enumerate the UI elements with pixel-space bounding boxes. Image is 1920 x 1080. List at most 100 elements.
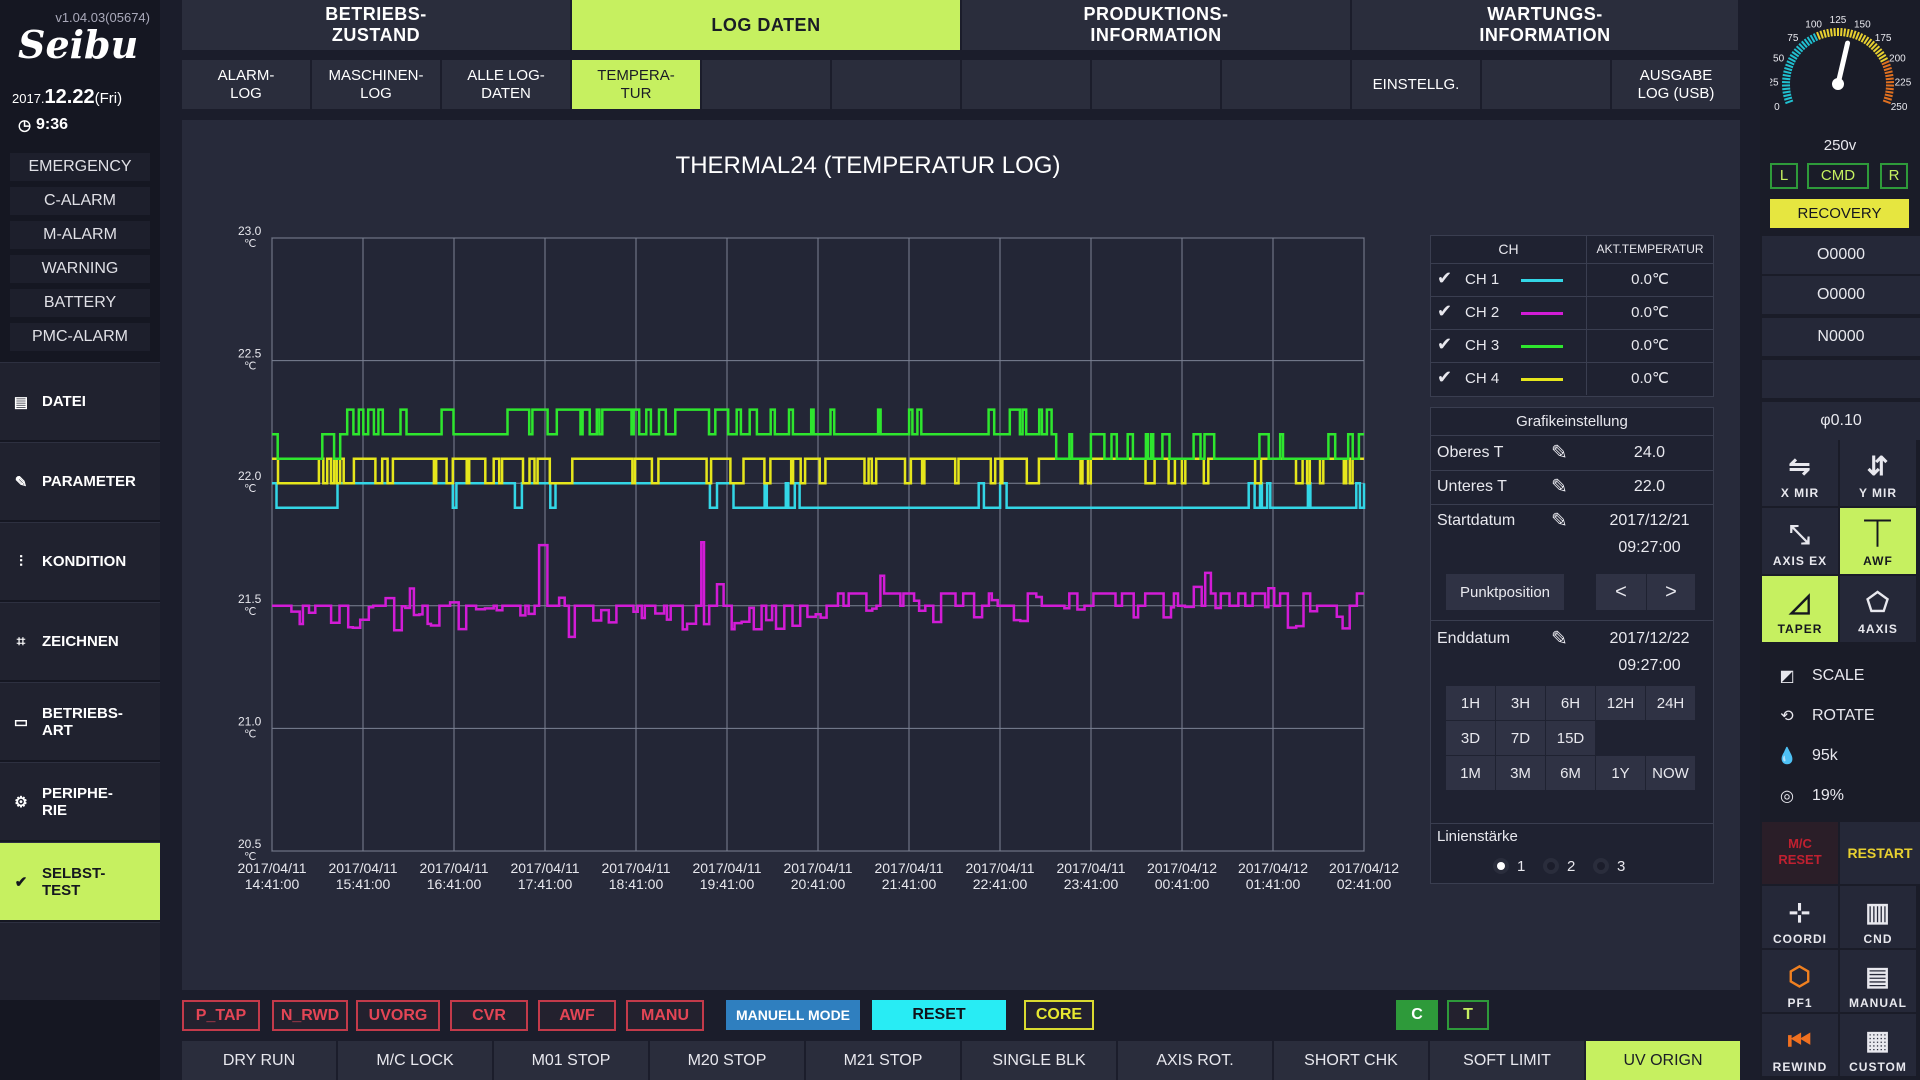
status-manu[interactable]: MANU: [626, 1000, 704, 1031]
function-m20-stop[interactable]: M20 STOP: [650, 1041, 804, 1080]
reset-button[interactable]: RESET: [872, 1000, 1006, 1030]
edit-start-icon[interactable]: ✎: [1551, 510, 1568, 532]
edit-end-icon[interactable]: ✎: [1551, 628, 1568, 650]
recovery-button[interactable]: RECOVERY: [1770, 199, 1909, 228]
sub-tab-10[interactable]: [1482, 60, 1610, 109]
checkbox-checked-icon[interactable]: ✔: [1437, 268, 1453, 288]
tool-manual[interactable]: ▤ MANUAL: [1840, 950, 1916, 1012]
range-button-1m[interactable]: 1M: [1446, 756, 1495, 790]
range-button-3h[interactable]: 3H: [1496, 686, 1545, 720]
function-short-chk[interactable]: SHORT CHK: [1274, 1041, 1428, 1080]
channel-row[interactable]: ✔ CH 4 0.0℃: [1431, 362, 1713, 395]
range-button-15d[interactable]: 15D: [1546, 721, 1595, 755]
sub-tab-2[interactable]: ALLE LOG- DATEN: [442, 60, 570, 109]
function-uv-orign[interactable]: UV ORIGN: [1586, 1041, 1740, 1080]
sub-tab-4[interactable]: [702, 60, 830, 109]
tool-coordi[interactable]: ⊹ COORDI: [1762, 886, 1838, 948]
function-single-blk[interactable]: SINGLE BLK: [962, 1041, 1116, 1080]
status-awf[interactable]: AWF: [538, 1000, 616, 1031]
line-width-option-1[interactable]: 1: [1493, 856, 1525, 876]
function-soft-limit[interactable]: SOFT LIMIT: [1430, 1041, 1584, 1080]
radio-icon[interactable]: [1543, 858, 1559, 874]
radio-dot: [1597, 862, 1605, 870]
tool-y-mir[interactable]: ⇵ Y MIR: [1840, 440, 1916, 506]
function-axis-rot-[interactable]: AXIS ROT.: [1118, 1041, 1272, 1080]
edit-lower-icon[interactable]: ✎: [1551, 476, 1568, 498]
nav-parameter[interactable]: ✎ PARAMETER: [0, 442, 160, 520]
tool-axis-ex[interactable]: ⤡ AXIS EX: [1762, 508, 1838, 574]
tool-pf1[interactable]: ⬡ PF1: [1762, 950, 1838, 1012]
checkbox-checked-icon[interactable]: ✔: [1437, 301, 1453, 321]
checkbox-checked-icon[interactable]: ✔: [1437, 334, 1453, 354]
rotate-row[interactable]: ⟲ ROTATE: [1762, 698, 1920, 734]
range-button-1y[interactable]: 1Y: [1596, 756, 1645, 790]
tool-cnd[interactable]: ▥ CND: [1840, 886, 1916, 948]
edit-upper-icon[interactable]: ✎: [1551, 442, 1568, 464]
tool-custom[interactable]: ▦ CUSTOM: [1840, 1014, 1916, 1076]
nav-zeichnen[interactable]: ⌗ ZEICHNEN: [0, 602, 160, 680]
status-cvr[interactable]: CVR: [450, 1000, 528, 1031]
range-button-24h[interactable]: 24H: [1646, 686, 1695, 720]
status-n_rwd[interactable]: N_RWD: [272, 1000, 348, 1031]
range-button-now[interactable]: NOW: [1646, 756, 1695, 790]
function-dry-run[interactable]: DRY RUN: [182, 1041, 336, 1080]
function-m21-stop[interactable]: M21 STOP: [806, 1041, 960, 1080]
checkbox-checked-icon[interactable]: ✔: [1437, 367, 1453, 387]
range-button-1h[interactable]: 1H: [1446, 686, 1495, 720]
top-tab-0[interactable]: BETRIEBS- ZUSTAND: [182, 0, 570, 50]
nav-datei[interactable]: ▤ DATEI: [0, 362, 160, 440]
l-button[interactable]: L: [1770, 163, 1798, 189]
sub-tab-0[interactable]: ALARM- LOG: [182, 60, 310, 109]
top-tab-2[interactable]: PRODUKTIONS- INFORMATION: [962, 0, 1350, 50]
tool-x-mir[interactable]: ⇋ X MIR: [1762, 440, 1838, 506]
sub-tab-9[interactable]: EINSTELLG.: [1352, 60, 1480, 109]
status-p_tap[interactable]: P_TAP: [182, 1000, 260, 1031]
range-button-6m[interactable]: 6M: [1546, 756, 1595, 790]
cmd-button[interactable]: CMD: [1807, 163, 1869, 189]
tool-4axis[interactable]: ⬠ 4AXIS: [1840, 576, 1916, 642]
status-uvorg[interactable]: UVORG: [356, 1000, 440, 1031]
range-button-12h[interactable]: 12H: [1596, 686, 1645, 720]
sub-tab-7[interactable]: [1092, 60, 1220, 109]
r-button[interactable]: R: [1880, 163, 1908, 189]
tool-awf[interactable]: ⏉ AWF: [1840, 508, 1916, 574]
top-tab-1[interactable]: LOG DATEN: [572, 0, 960, 50]
sub-tab-5[interactable]: [832, 60, 960, 109]
manual-mode-button[interactable]: MANUELL MODE: [726, 1000, 860, 1030]
radio-dot: [1497, 862, 1505, 870]
tool-taper[interactable]: ◿ TAPER: [1762, 576, 1838, 642]
t-button[interactable]: T: [1447, 1000, 1489, 1030]
top-tab-3[interactable]: WARTUNGS- INFORMATION: [1352, 0, 1738, 50]
restart-button[interactable]: RESTART: [1840, 822, 1920, 884]
nav-selbst[interactable]: ✔ SELBST- TEST: [0, 842, 160, 920]
sub-tab-1[interactable]: MASCHINEN- LOG: [312, 60, 440, 109]
radio-icon[interactable]: [1593, 858, 1609, 874]
prev-button[interactable]: <: [1596, 574, 1646, 610]
channel-row[interactable]: ✔ CH 3 0.0℃: [1431, 329, 1713, 362]
function-m-c-lock[interactable]: M/C LOCK: [338, 1041, 492, 1080]
range-button-3d[interactable]: 3D: [1446, 721, 1495, 755]
radio-icon[interactable]: [1493, 858, 1509, 874]
range-button-7d[interactable]: 7D: [1496, 721, 1545, 755]
c-button[interactable]: C: [1396, 1000, 1438, 1030]
function-m01-stop[interactable]: M01 STOP: [494, 1041, 648, 1080]
machine-reset-button[interactable]: M/C RESET: [1762, 822, 1838, 884]
sub-tab-11[interactable]: AUSGABE LOG (USB): [1612, 60, 1740, 109]
channel-row[interactable]: ✔ CH 1 0.0℃: [1431, 263, 1713, 296]
nav-periphe[interactable]: ⚙ PERIPHE- RIE: [0, 762, 160, 840]
range-button-6h[interactable]: 6H: [1546, 686, 1595, 720]
sub-tab-8[interactable]: [1222, 60, 1350, 109]
next-button[interactable]: >: [1647, 574, 1695, 610]
line-width-option-3[interactable]: 3: [1593, 856, 1625, 876]
scale-row[interactable]: ◩ SCALE: [1762, 658, 1920, 694]
point-position-button[interactable]: Punktposition: [1446, 574, 1564, 610]
range-button-3m[interactable]: 3M: [1496, 756, 1545, 790]
sub-tab-6[interactable]: [962, 60, 1090, 109]
tool-rewind[interactable]: ⏮ REWIND: [1762, 1014, 1838, 1076]
nav-kondition[interactable]: ⫶ KONDITION: [0, 522, 160, 600]
sub-tab-3[interactable]: TEMPERA- TUR: [572, 60, 700, 109]
line-width-option-2[interactable]: 2: [1543, 856, 1575, 876]
nav-betriebs[interactable]: ▭ BETRIEBS- ART: [0, 682, 160, 760]
channel-row[interactable]: ✔ CH 2 0.0℃: [1431, 296, 1713, 329]
core-button[interactable]: CORE: [1024, 1000, 1094, 1030]
